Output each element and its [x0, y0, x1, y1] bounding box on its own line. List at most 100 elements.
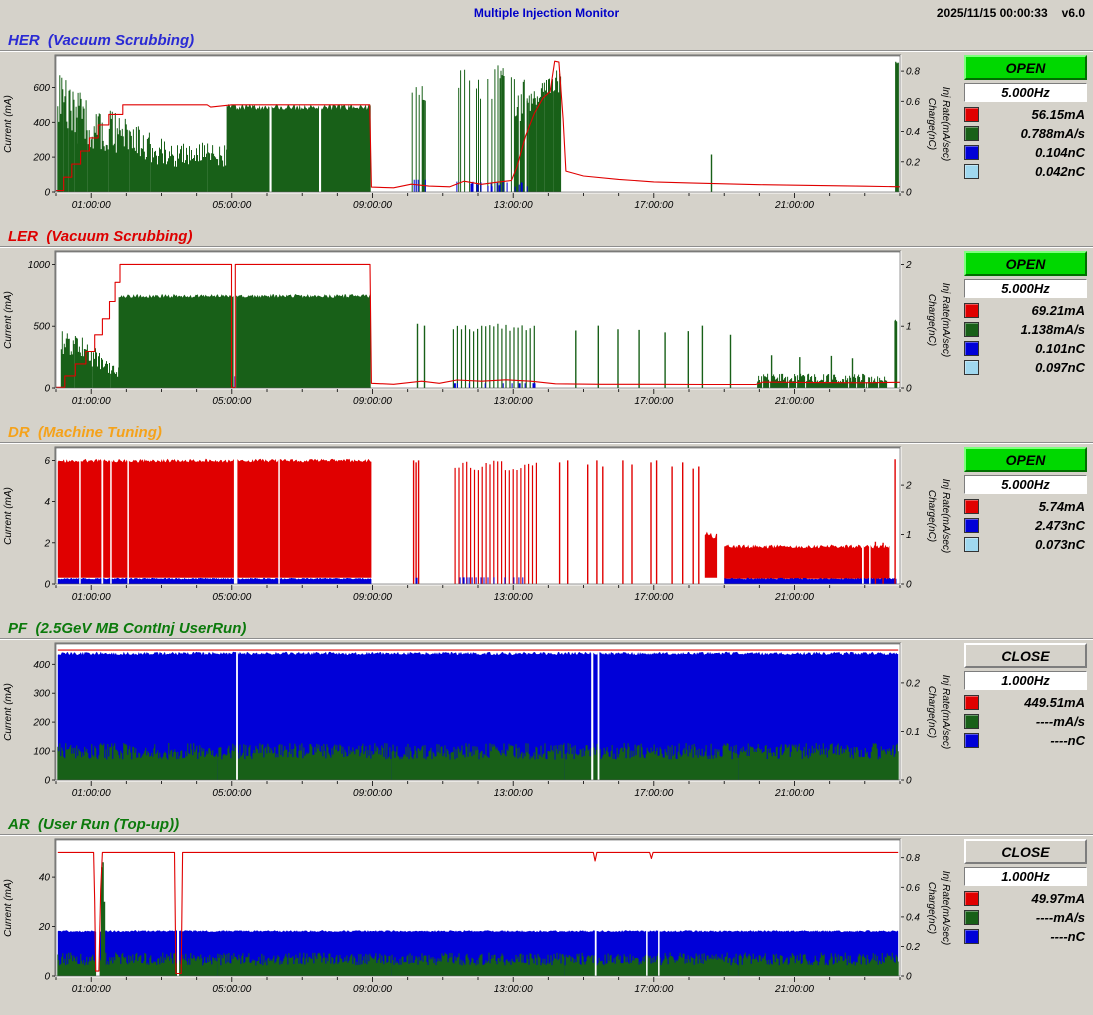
app-title: Multiple Injection Monitor: [473, 6, 620, 20]
status-value: 1.138mA/s: [1020, 322, 1085, 337]
svg-text:17:00:00: 17:00:00: [634, 788, 673, 799]
rep-rate-display: 5.000Hz: [964, 475, 1087, 494]
legend-color-chip: [964, 499, 979, 514]
svg-text:Charge(nC): Charge(nC): [926, 294, 937, 346]
strip-chart: 01:00:00 05:00:00 09:00:00 13:00:00 17:00:00…: [3, 54, 951, 211]
svg-text:21:00:00: 21:00:00: [774, 200, 814, 211]
strip-chart: 01:00:00 05:00:00 09:00:00 13:00:00 17:00:00…: [3, 838, 951, 995]
shutter-button[interactable]: OPEN: [964, 55, 1087, 80]
svg-text:05:00:00: 05:00:00: [212, 200, 251, 211]
panel: AR (User Run (Top-up)) 01:00:00 05:00:00 0…: [0, 810, 1093, 1006]
svg-text:13:00:00: 13:00:00: [494, 396, 533, 407]
status-value-row: 5.74mA: [964, 497, 1087, 516]
status-box: CLOSE 1.000Hz 49.97mA ----mA/s ----nC: [956, 835, 1093, 946]
status-box: CLOSE 1.000Hz 449.51mA ----mA/s ----nC: [956, 639, 1093, 750]
status-value-row: 0.101nC: [964, 339, 1087, 358]
status-value-row: ----nC: [964, 731, 1087, 750]
panel-title: AR (User Run (Top-up)): [8, 816, 180, 833]
svg-text:13:00:00: 13:00:00: [494, 984, 533, 995]
svg-text:0.2: 0.2: [906, 942, 920, 953]
status-box: OPEN 5.000Hz 56.15mA 0.788mA/s 0.104nC 0.04…: [956, 51, 1093, 181]
status-values: 49.97mA ----mA/s ----nC: [964, 889, 1087, 946]
svg-text:01:00:00: 01:00:00: [72, 592, 111, 603]
strip-chart: 01:00:00 05:00:00 09:00:00 13:00:00 17:00:00…: [3, 250, 951, 407]
svg-text:Current (mA): Current (mA): [3, 95, 14, 153]
status-value-row: ----mA/s: [964, 908, 1087, 927]
legend-color-chip: [964, 107, 979, 122]
svg-text:Inj Rate(mA/sec): Inj Rate(mA/sec): [940, 283, 951, 357]
rep-rate-display: 5.000Hz: [964, 83, 1087, 102]
svg-text:09:00:00: 09:00:00: [353, 788, 392, 799]
legend-color-chip: [964, 341, 979, 356]
shutter-button[interactable]: OPEN: [964, 251, 1087, 276]
panel: HER (Vacuum Scrubbing) 01:00:00 05:00:00 0…: [0, 26, 1093, 222]
panel: LER (Vacuum Scrubbing) 01:00:00 05:00:00 0…: [0, 222, 1093, 418]
legend-color-chip: [964, 695, 979, 710]
svg-text:0.6: 0.6: [906, 883, 920, 894]
legend-color-chip: [964, 360, 979, 375]
panel-title: HER (Vacuum Scrubbing): [8, 32, 195, 49]
status-value: 0.097nC: [1035, 360, 1085, 375]
svg-text:Current (mA): Current (mA): [3, 683, 14, 741]
svg-text:0.8: 0.8: [906, 853, 920, 864]
shutter-button[interactable]: OPEN: [964, 447, 1087, 472]
shutter-button[interactable]: CLOSE: [964, 643, 1087, 668]
svg-text:0.4: 0.4: [906, 912, 920, 923]
svg-text:20: 20: [38, 922, 51, 933]
status-value-row: 0.073nC: [964, 535, 1087, 554]
svg-text:Current (mA): Current (mA): [3, 879, 14, 937]
status-value: 56.15mA: [1031, 107, 1085, 122]
legend-color-chip: [964, 714, 979, 729]
svg-text:13:00:00: 13:00:00: [494, 788, 533, 799]
svg-text:21:00:00: 21:00:00: [774, 788, 814, 799]
panel-body: 01:00:00 05:00:00 09:00:00 13:00:00 17:00:00…: [0, 835, 1093, 1005]
panel-title-row: DR (Machine Tuning): [0, 418, 1093, 443]
svg-text:Current (mA): Current (mA): [3, 291, 14, 349]
shutter-button[interactable]: CLOSE: [964, 839, 1087, 864]
svg-text:Inj Rate(mA/sec): Inj Rate(mA/sec): [940, 871, 951, 945]
svg-text:Charge(nC): Charge(nC): [926, 882, 937, 934]
status-value-row: 0.042nC: [964, 162, 1087, 181]
svg-text:40: 40: [39, 873, 51, 884]
status-value-row: ----nC: [964, 927, 1087, 946]
panel-title-row: AR (User Run (Top-up)): [0, 810, 1093, 835]
svg-text:0: 0: [906, 384, 912, 395]
svg-text:Inj Rate(mA/sec): Inj Rate(mA/sec): [940, 675, 951, 749]
panel-title: LER (Vacuum Scrubbing): [8, 228, 193, 245]
svg-text:Inj Rate(mA/sec): Inj Rate(mA/sec): [940, 479, 951, 553]
status-value: 0.101nC: [1035, 341, 1085, 356]
panel-title-row: HER (Vacuum Scrubbing): [0, 26, 1093, 51]
legend-color-chip: [964, 537, 979, 552]
status-value-row: 56.15mA: [964, 105, 1087, 124]
svg-text:13:00:00: 13:00:00: [494, 200, 533, 211]
status-value: 0.042nC: [1035, 164, 1085, 179]
svg-text:21:00:00: 21:00:00: [774, 396, 814, 407]
legend-color-chip: [964, 518, 979, 533]
svg-text:17:00:00: 17:00:00: [634, 396, 673, 407]
svg-text:2: 2: [905, 260, 912, 271]
svg-text:0.6: 0.6: [906, 97, 920, 108]
svg-text:13:00:00: 13:00:00: [494, 592, 533, 603]
svg-text:2: 2: [43, 538, 50, 549]
svg-text:09:00:00: 09:00:00: [353, 396, 392, 407]
svg-text:0: 0: [906, 776, 912, 787]
panel-body: 01:00:00 05:00:00 09:00:00 13:00:00 17:00:00…: [0, 247, 1093, 417]
legend-color-chip: [964, 164, 979, 179]
svg-text:4: 4: [44, 497, 50, 508]
panel-title: DR (Machine Tuning): [8, 424, 162, 441]
svg-text:Current (mA): Current (mA): [3, 487, 14, 545]
panel: PF (2.5GeV MB ContInj UserRun) 01:00:00 0…: [0, 614, 1093, 810]
status-value: 5.74mA: [1038, 499, 1085, 514]
status-value-row: ----mA/s: [964, 712, 1087, 731]
svg-text:300: 300: [33, 689, 50, 700]
svg-text:21:00:00: 21:00:00: [774, 592, 814, 603]
legend-color-chip: [964, 303, 979, 318]
legend-color-chip: [964, 145, 979, 160]
status-value-row: 69.21mA: [964, 301, 1087, 320]
svg-text:600: 600: [33, 83, 50, 94]
rep-rate-display: 5.000Hz: [964, 279, 1087, 298]
timestamp: 2025/11/15 00:00:33: [936, 6, 1048, 20]
svg-text:0.2: 0.2: [906, 678, 920, 689]
svg-text:200: 200: [32, 718, 50, 729]
status-value-row: 0.097nC: [964, 358, 1087, 377]
